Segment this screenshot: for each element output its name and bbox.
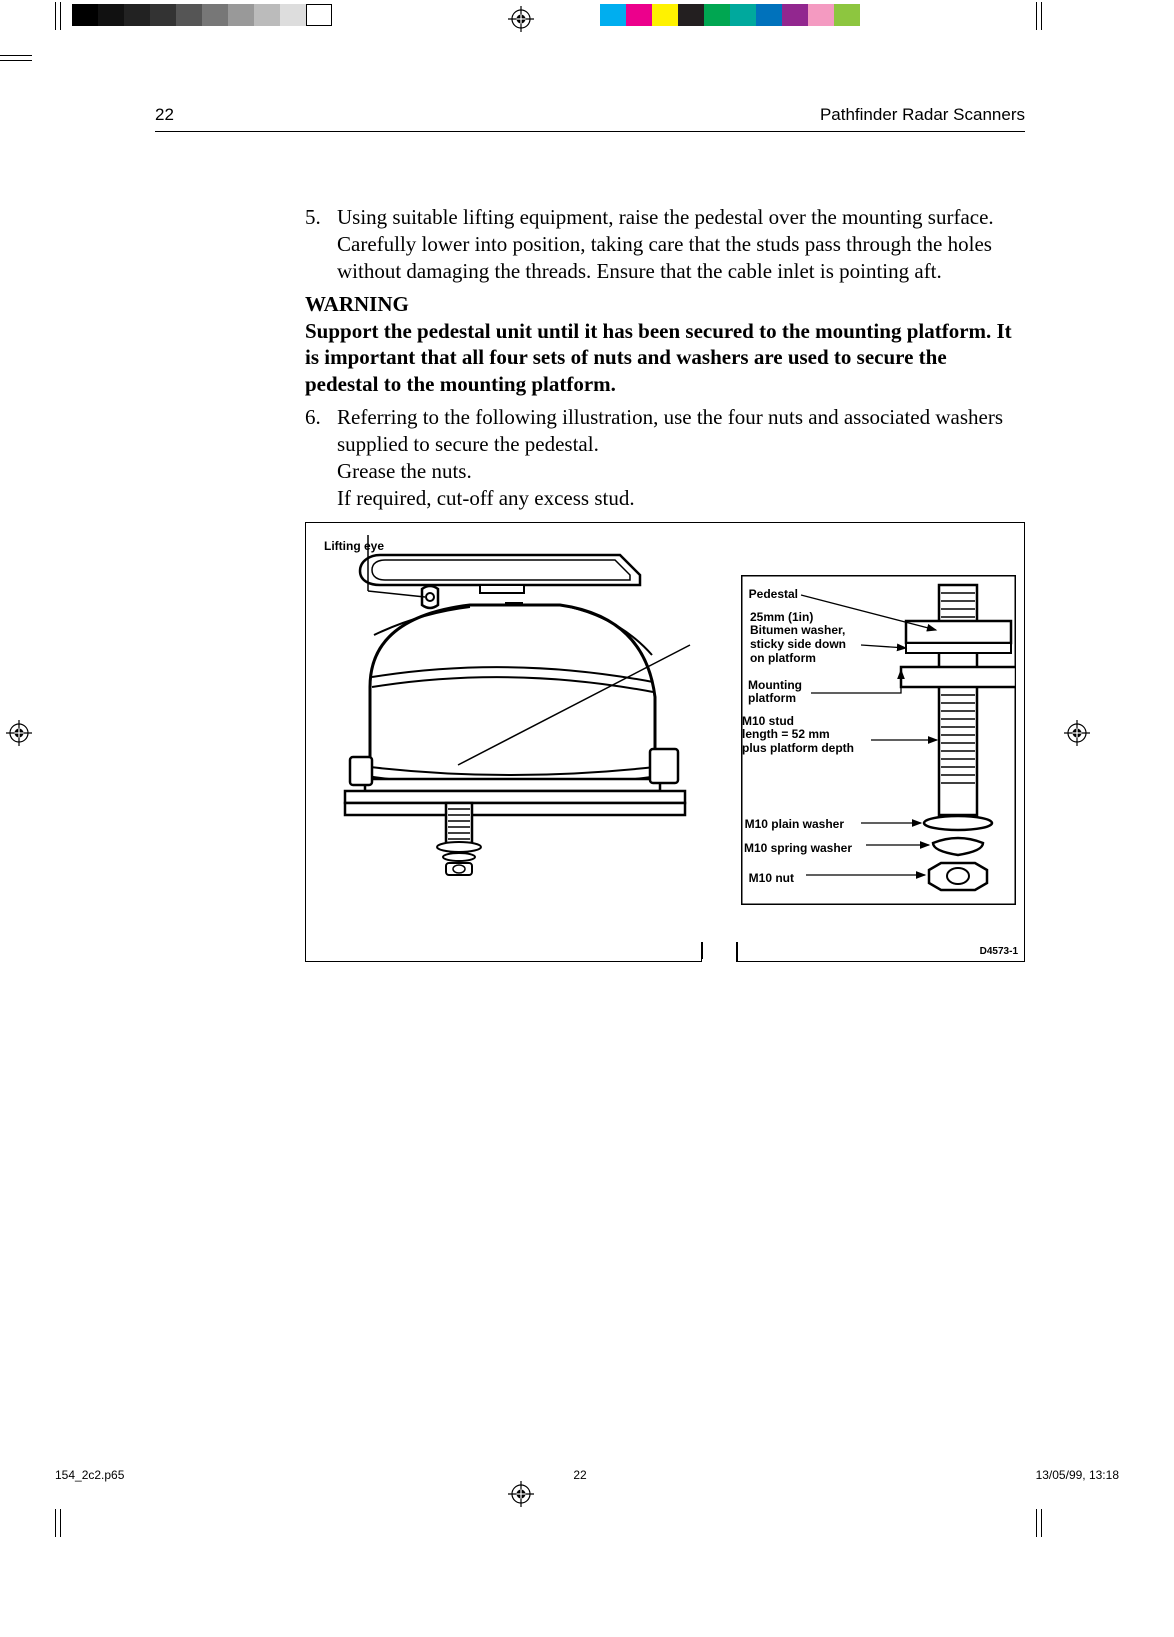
label-m10-nut: M10 nut <box>749 871 794 885</box>
label-lifting-eye: Lifting eye <box>324 539 384 553</box>
step-5-number: 5. <box>305 204 321 231</box>
figure-reference: D4573-1 <box>980 946 1018 957</box>
figure-border-notch <box>736 942 738 962</box>
step-6-line3: If required, cut-off any excess stud. <box>337 486 635 510</box>
label-mounting-platform: Mounting platform <box>748 679 802 707</box>
page-number: 22 <box>155 105 174 125</box>
crop-mark <box>1036 1509 1037 1537</box>
label-bitumen-washer: 25mm (1in) Bitumen washer, sticky side d… <box>750 611 846 666</box>
label-pedestal: Pedestal <box>749 587 798 601</box>
crop-mark <box>1041 2 1042 30</box>
figure-border-notch <box>702 959 736 963</box>
running-header: 22 Pathfinder Radar Scanners <box>155 105 1025 132</box>
process-colorbar <box>600 4 860 26</box>
step-6-line2: Grease the nuts. <box>337 459 472 483</box>
print-footer: 154_2c2.p65 22 13/05/99, 13:18 <box>55 1468 1119 1482</box>
step-6-number: 6. <box>305 404 321 431</box>
crop-mark <box>0 55 32 56</box>
crop-mark <box>1036 2 1037 30</box>
figure-pedestal-mounting: Lifting eye Pedestal 25mm (1in) Bitumen … <box>305 522 1025 962</box>
grayscale-colorbar <box>72 4 332 26</box>
registration-mark <box>508 6 534 32</box>
footer-timestamp: 13/05/99, 13:18 <box>1036 1468 1119 1482</box>
crop-mark <box>60 1509 61 1537</box>
footer-filename: 154_2c2.p65 <box>55 1468 124 1482</box>
warning-body: Support the pedestal unit until it has b… <box>305 319 1012 397</box>
crop-mark <box>60 2 61 30</box>
page-title: Pathfinder Radar Scanners <box>820 105 1025 125</box>
registration-mark <box>6 720 32 746</box>
crop-mark <box>55 2 56 30</box>
step-5-text: Using suitable lifting equipment, raise … <box>337 205 994 283</box>
crop-mark <box>55 1509 56 1537</box>
step-5: 5. Using suitable lifting equipment, rai… <box>305 204 1025 285</box>
warning-block: WARNING Support the pedestal unit until … <box>305 291 1025 399</box>
pedestal-illustration <box>310 527 730 937</box>
step-6-line1: Referring to the following illustration,… <box>337 405 1003 456</box>
label-m10-stud: M10 stud length = 52 mm plus platform de… <box>742 715 854 756</box>
registration-mark <box>508 1481 534 1507</box>
footer-page: 22 <box>573 1468 586 1482</box>
crop-mark <box>0 60 32 61</box>
warning-heading: WARNING <box>305 292 409 316</box>
crop-mark <box>1041 1509 1042 1537</box>
label-m10-spring-washer: M10 spring washer <box>744 841 852 855</box>
registration-mark <box>1064 720 1090 746</box>
label-m10-plain-washer: M10 plain washer <box>745 817 844 831</box>
page-content: 22 Pathfinder Radar Scanners 5. Using su… <box>155 105 1025 962</box>
step-6: 6. Referring to the following illustrati… <box>305 404 1025 512</box>
